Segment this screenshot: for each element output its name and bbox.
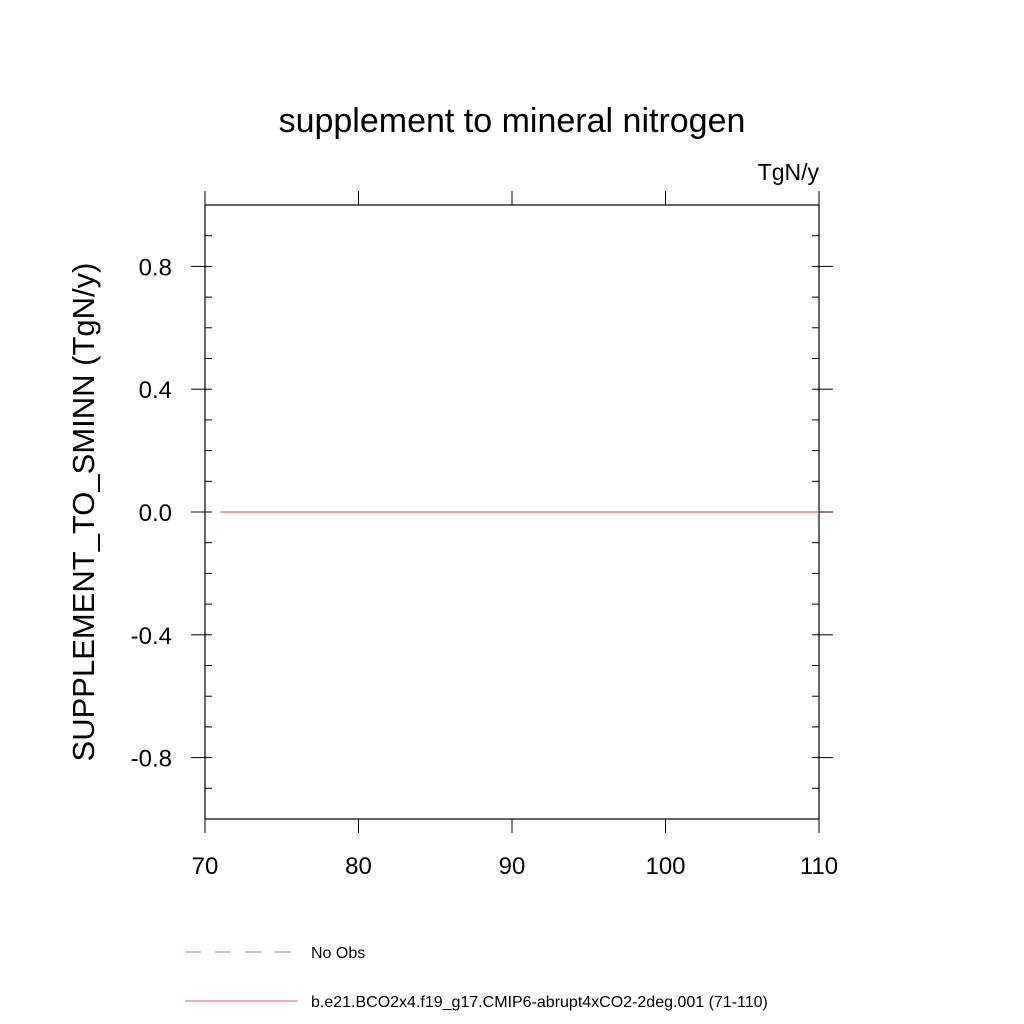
- y-tick-label: 0.0: [139, 500, 172, 527]
- x-tick-label: 100: [645, 853, 685, 880]
- y-tick-label: -0.4: [131, 623, 172, 650]
- x-tick-label: 70: [192, 853, 219, 880]
- units-label: TgN/y: [758, 159, 820, 185]
- y-tick-label: 0.8: [139, 254, 172, 281]
- x-axis-ticks: 70 80 90 100 110: [192, 191, 838, 880]
- y-axis-ticks: 0.8 0.4 0.0 -0.4 -0.8: [131, 204, 833, 820]
- legend-label: b.e21.BCO2x4.f19_g17.CMIP6-abrupt4xCO2-2…: [311, 994, 768, 1011]
- x-tick-label: 110: [800, 853, 838, 880]
- y-axis-label: SUPPLEMENT_TO_SMINN (TgN/y): [66, 263, 101, 762]
- legend: No Obs b.e21.BCO2x4.f19_g17.CMIP6-abrupt4…: [185, 945, 768, 1011]
- chart-title: supplement to mineral nitrogen: [279, 102, 746, 140]
- x-tick-label: 90: [499, 853, 526, 880]
- y-tick-label: 0.4: [139, 377, 172, 404]
- x-tick-label: 80: [345, 853, 372, 880]
- legend-label: No Obs: [311, 945, 365, 962]
- y-tick-label: -0.8: [131, 746, 172, 773]
